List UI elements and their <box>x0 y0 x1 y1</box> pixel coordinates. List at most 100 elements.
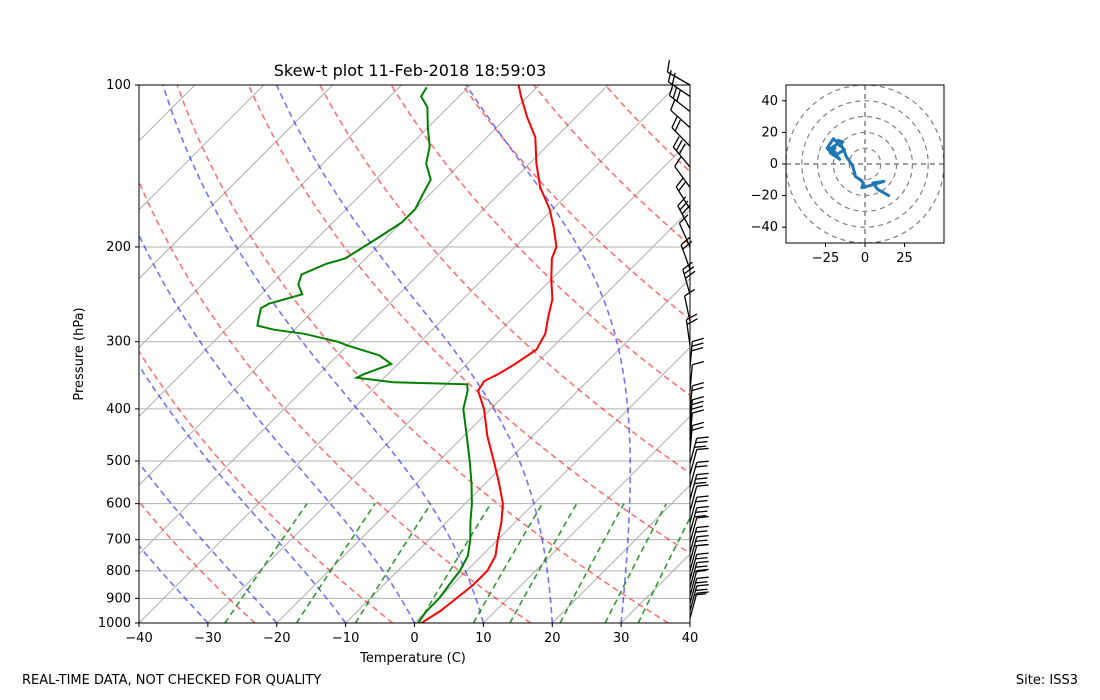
wind-barb <box>689 447 709 475</box>
barb-flag <box>675 139 683 151</box>
x-axis-label: Temperature (C) <box>359 651 466 666</box>
barb-flag <box>667 70 672 83</box>
y-tick-label: 600 <box>106 497 131 512</box>
isotherm-line <box>139 85 265 211</box>
barb-staff <box>689 570 698 596</box>
barb-flag <box>695 557 708 560</box>
hodo-y-tick-label: −20 <box>751 189 778 204</box>
mixing-ratio-line <box>224 503 308 623</box>
barb-staff <box>689 592 698 619</box>
grid-lines <box>139 85 690 623</box>
wind-barb <box>667 70 691 97</box>
barb-flag <box>682 240 693 250</box>
barb-flag <box>691 405 704 410</box>
barb-flag <box>696 447 709 451</box>
isotherm-line <box>551 484 690 623</box>
barb-staff <box>689 474 698 500</box>
barb-flag <box>677 196 687 207</box>
wind-barb <box>689 472 709 500</box>
wind-barb <box>689 495 709 523</box>
mixing-ratio-line <box>354 503 432 623</box>
dry-adiabat-line <box>139 500 256 623</box>
barb-flag <box>696 516 709 519</box>
barb-flag <box>696 484 709 487</box>
barb-flag <box>686 313 698 321</box>
wind-barb <box>689 436 709 464</box>
isotherm-line <box>139 85 609 555</box>
barb-flag <box>695 530 708 533</box>
hodograph: −25 0 25 40 20 0 −20 −40 <box>751 84 945 266</box>
hodograph-ticks: −25 0 25 40 20 0 −20 −40 <box>751 94 913 266</box>
dry-adiabat-line <box>0 85 117 623</box>
barb-flag <box>675 176 684 188</box>
wind-barb <box>668 83 691 112</box>
barb-flag <box>692 396 704 401</box>
x-axis-ticks: −40 −30 −20 −10 0 10 20 30 40 <box>125 623 698 646</box>
barb-staff <box>689 449 698 475</box>
wind-barb <box>689 543 709 572</box>
x-tick-label: −30 <box>194 631 221 646</box>
barb-flag <box>695 588 708 592</box>
barb-flag <box>694 445 707 448</box>
hodograph-line <box>825 137 891 198</box>
barb-flag <box>672 136 680 148</box>
chart-title: Skew-t plot 11-Feb-2018 18:59:03 <box>274 61 547 80</box>
y-tick-label: 900 <box>106 591 131 606</box>
moist-adiabat-line <box>465 85 631 623</box>
hodo-y-tick-label: 40 <box>761 94 778 109</box>
barb-flag <box>668 83 674 96</box>
x-tick-label: 20 <box>544 631 561 646</box>
isotherm-line <box>414 346 690 623</box>
barb-staff <box>689 486 698 512</box>
wind-barb <box>689 460 709 488</box>
barb-flag <box>670 98 676 111</box>
hodo-y-tick-label: −40 <box>751 220 778 235</box>
y-axis-label: Pressure (hPa) <box>72 307 87 400</box>
isotherm-line <box>483 415 690 623</box>
dewpoint-line <box>256 86 473 623</box>
dry-adiabat-line <box>247 85 690 555</box>
barb-flag <box>684 288 696 297</box>
y-tick-label: 300 <box>106 335 131 350</box>
isotherm-line <box>276 209 690 623</box>
x-tick-label: −20 <box>263 631 290 646</box>
isotherm-line <box>139 85 333 280</box>
y-tick-label: 1000 <box>98 616 131 631</box>
x-tick-label: −10 <box>332 631 359 646</box>
barb-flag <box>679 200 689 211</box>
adiabat-lines <box>0 85 690 623</box>
wind-barb <box>677 196 691 230</box>
barb-flag <box>696 534 709 538</box>
mixing-ratio-line <box>418 503 492 623</box>
barb-flag <box>691 426 704 431</box>
barb-flag <box>696 543 709 547</box>
site-label: Site: ISS3 <box>1015 673 1078 688</box>
hodo-x-tick-label: 25 <box>896 251 913 266</box>
barb-flag <box>694 481 707 485</box>
barb-flag <box>691 400 704 406</box>
wind-barb <box>689 396 704 426</box>
wind-barb <box>689 382 704 412</box>
moist-adiabat-line <box>275 85 554 623</box>
wind-barbs <box>666 60 709 619</box>
isotherm-line <box>139 85 678 623</box>
y-axis-ticks: 100 200 300 400 500 600 700 800 900 1000 <box>98 78 139 631</box>
dry-adiabat-line <box>461 85 690 321</box>
barb-flag <box>695 477 708 480</box>
barb-flag <box>695 499 708 503</box>
wind-barb <box>689 552 709 580</box>
barb-flag <box>674 119 681 132</box>
barb-flag <box>696 584 709 587</box>
barb-flag <box>695 465 708 468</box>
dry-adiabat-line <box>139 179 532 623</box>
barb-flag <box>691 347 704 352</box>
barb-flag <box>692 409 704 414</box>
x-tick-label: 30 <box>613 631 630 646</box>
barb-staff <box>689 413 693 440</box>
hodograph-ring <box>801 100 929 228</box>
barb-flag <box>695 581 708 584</box>
dry-adiabat-line <box>390 85 690 397</box>
wind-barb <box>689 505 709 534</box>
wind-barb <box>674 155 691 188</box>
barb-flag <box>671 116 678 128</box>
